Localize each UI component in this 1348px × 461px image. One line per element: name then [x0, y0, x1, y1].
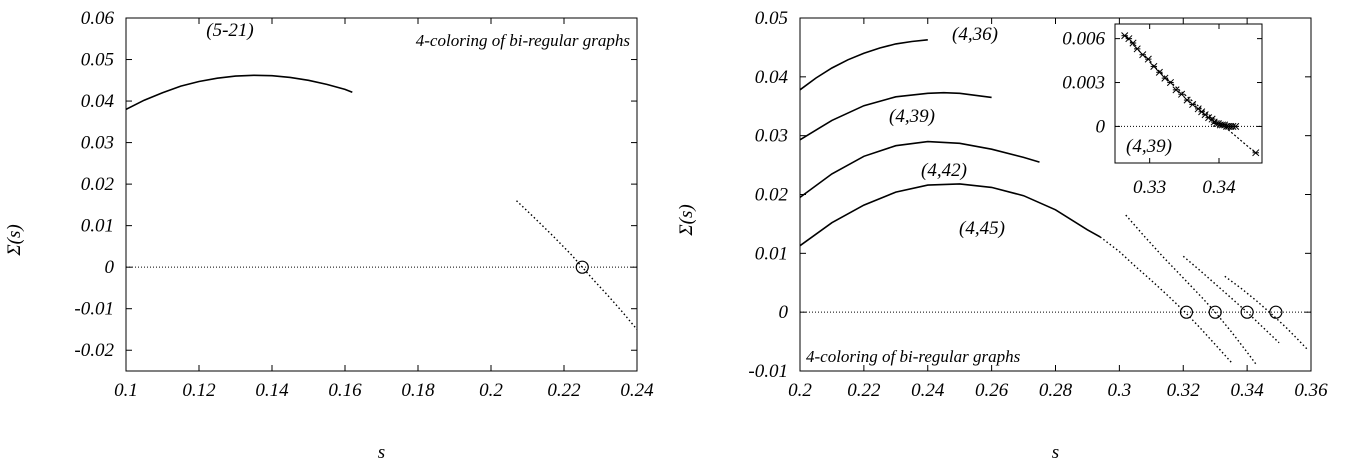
x-tick-label: 0.36: [1294, 380, 1328, 401]
inset-label: (4,39): [1126, 136, 1172, 157]
series-line: [799, 91, 992, 141]
root-marker: [1179, 305, 1194, 319]
inset-data-point: [1189, 100, 1197, 109]
x-tick-label: 0.28: [1039, 380, 1073, 401]
x-tick-label: 0.24: [620, 380, 654, 401]
inset-data-point: [1232, 122, 1240, 130]
x-tick-label: 0.12: [182, 380, 216, 401]
y-tick-label: 0.05: [755, 8, 788, 29]
inset-data-point: [1172, 86, 1180, 94]
inset-data-point: [1155, 68, 1163, 76]
x-tick-label: 0.32: [1167, 380, 1201, 401]
inset-data-point: [1129, 39, 1137, 47]
y-tick-label: -0.02: [74, 340, 114, 361]
series-line: [799, 140, 1040, 199]
x-tick-label: 0.14: [255, 380, 289, 401]
y-tick-label: 0.06: [81, 8, 115, 29]
inset-y-tick-label: 0.006: [1062, 29, 1105, 50]
series-label: (5-21): [206, 20, 253, 41]
x-tick-label: 0.3: [1108, 380, 1132, 401]
inset-data-point: [1133, 45, 1141, 53]
inset-data-point: [1121, 32, 1129, 40]
chart-annotation: 4-coloring of bi-regular graphs: [416, 31, 631, 50]
y-tick-label: -0.01: [74, 299, 114, 320]
y-tick-label: 0.01: [81, 216, 114, 237]
series-dotted-line: [1182, 255, 1280, 344]
y-tick-label: 0.04: [81, 91, 115, 112]
x-axis-title: s: [1052, 442, 1059, 461]
y-tick-label: 0: [779, 302, 789, 323]
inset-x-tick-label: 0.34: [1202, 177, 1236, 198]
chart-annotation: 4-coloring of bi-regular graphs: [806, 347, 1021, 366]
inset-data-point: [1166, 78, 1175, 87]
series-label: (4,45): [959, 218, 1005, 239]
x-tick-label: 0.26: [975, 380, 1009, 401]
y-tick-label: 0.02: [81, 174, 115, 195]
x-tick-label: 0.18: [401, 380, 435, 401]
root-marker: [575, 260, 589, 274]
y-tick-label: 0.01: [755, 243, 788, 264]
y-axis-title: Σ(s): [4, 224, 25, 256]
inset-y-tick-label: 0.003: [1062, 73, 1105, 94]
series-line: [799, 183, 1101, 247]
series-dotted-line: [1099, 236, 1232, 363]
x-tick-label: 0.1: [114, 380, 138, 401]
series-label: (4,36): [952, 24, 998, 45]
inset-data-point: [1183, 96, 1191, 104]
y-tick-label: 0.04: [755, 67, 789, 88]
root-marker: [1269, 305, 1283, 319]
inset-data-point: [1252, 149, 1260, 157]
x-tick-label: 0.34: [1231, 380, 1265, 401]
x-tick-label: 0.22: [547, 380, 581, 401]
inset-data-point: [1144, 55, 1152, 63]
inset-data-point: [1150, 62, 1158, 70]
x-tick-label: 0.2: [788, 380, 812, 401]
series-dotted-line: [1224, 275, 1309, 351]
left-chart-panel: 0.1 0.12 0.14 0.16 0.18 0.2 0.22 0.24 -0.02 -0.01…: [4, 8, 654, 461]
y-tick-label: 0.05: [81, 50, 114, 71]
y-axis-title: Σ(s): [676, 204, 697, 236]
inset-y-tick-label: 0: [1096, 116, 1106, 137]
y-tick-label: 0.02: [755, 185, 789, 206]
right-chart-panel: 0.2 0.22 0.24 0.26 0.28 0.3 0.32 0.34 0.36 -0.01 0…: [676, 8, 1328, 461]
series-label: (4,42): [921, 160, 967, 181]
y-tick-label: 0.03: [81, 133, 114, 154]
root-marker: [1208, 305, 1222, 319]
inset-x-tick-label: 0.33: [1133, 177, 1166, 198]
x-axis-title: s: [378, 442, 385, 461]
inset-chart: 0.33 0.34 0 0.003 0.006 (4,39): [1062, 23, 1263, 198]
inset-data-point: [1178, 90, 1186, 98]
series-dotted-line: [1125, 214, 1258, 366]
series-label: (4,39): [889, 106, 935, 127]
x-tick-label: 0.16: [328, 380, 362, 401]
plot-frame: [125, 17, 638, 372]
series-line: [799, 39, 928, 91]
y-tick-label: 0: [105, 257, 115, 278]
y-tick-label: 0.03: [755, 126, 788, 147]
x-tick-label: 0.22: [847, 380, 881, 401]
x-tick-label: 0.24: [911, 380, 945, 401]
series-line: [125, 74, 353, 111]
x-tick-label: 0.2: [479, 380, 503, 401]
inset-data-point: [1139, 51, 1147, 59]
y-tick-label: -0.01: [748, 361, 788, 382]
inset-data-point: [1161, 74, 1169, 82]
root-marker: [1240, 305, 1254, 319]
